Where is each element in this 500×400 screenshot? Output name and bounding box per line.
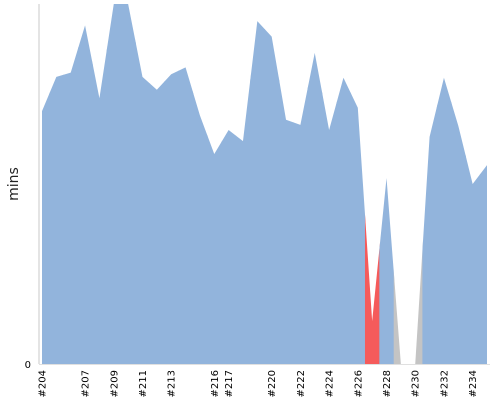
band-build-234: [465, 4, 481, 364]
band-build-226: [350, 4, 366, 364]
band-build-219: [250, 4, 266, 364]
band-build-217: [221, 4, 237, 364]
band-build-211: [135, 4, 151, 364]
band-build-235: [479, 4, 487, 364]
band-build-231: [422, 4, 438, 364]
x-tick-label: #216: [210, 370, 221, 397]
x-tick-label: #222: [296, 370, 307, 397]
x-tick-label: #228: [382, 370, 393, 397]
band-build-212: [149, 4, 165, 364]
band-build-209: [106, 4, 122, 364]
x-tick-label: #209: [109, 370, 120, 397]
x-tick-label: #204: [38, 370, 49, 397]
y-tick-label-0: 0: [25, 360, 31, 371]
band-build-216: [207, 4, 223, 364]
x-tick-label: #220: [267, 370, 278, 397]
band-build-225: [336, 4, 352, 364]
x-tick-label: #230: [411, 370, 422, 397]
x-tick-label: #211: [138, 370, 149, 397]
status-bands: [42, 4, 487, 364]
band-build-206: [63, 4, 79, 364]
band-build-221: [278, 4, 294, 364]
band-build-218: [235, 4, 251, 364]
band-build-215: [192, 4, 208, 364]
band-build-228: [379, 4, 395, 364]
x-tick-label: #232: [439, 370, 450, 397]
x-tick-label: #234: [468, 370, 479, 397]
band-build-232: [436, 4, 452, 364]
band-build-223: [307, 4, 323, 364]
x-tick-label: #226: [353, 370, 364, 397]
y-axis-title: mins: [6, 167, 22, 201]
band-build-214: [178, 4, 194, 364]
band-build-210: [120, 4, 136, 364]
x-tick-labels: #204 #207 #209 #211 #213 #216 #217 #220 #222 #224…: [38, 370, 480, 397]
band-build-224: [321, 4, 337, 364]
band-build-213: [164, 4, 179, 364]
band-build-220: [264, 4, 280, 364]
band-build-233: [451, 4, 467, 364]
band-build-204: [42, 4, 50, 364]
band-build-208: [92, 4, 108, 364]
band-build-222: [293, 4, 309, 364]
x-tick-label: #207: [81, 370, 92, 397]
band-build-230: [408, 4, 424, 364]
band-build-205: [49, 4, 65, 364]
x-tick-label: #217: [224, 370, 235, 397]
band-build-229: [393, 4, 409, 364]
x-tick-label: #224: [325, 370, 336, 397]
x-tick-label: #213: [167, 370, 178, 397]
band-build-207: [77, 4, 93, 364]
band-build-227: [364, 4, 380, 364]
